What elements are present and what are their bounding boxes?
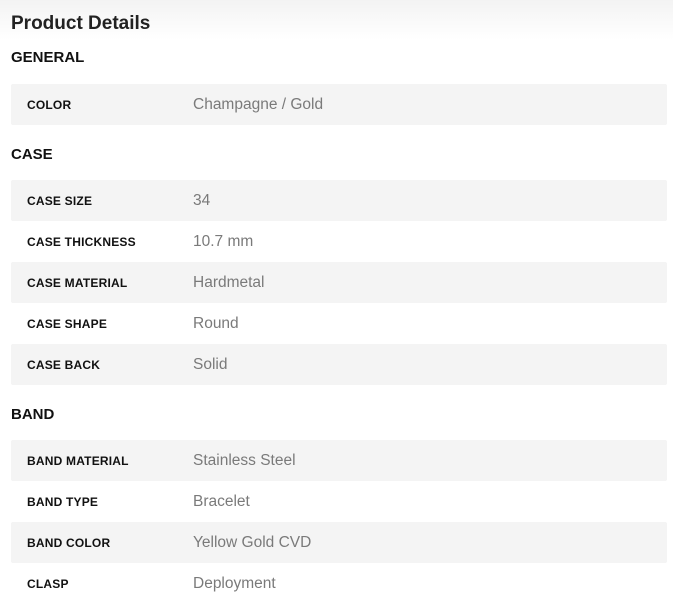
- section-general: GENERAL COLOR Champagne / Gold: [11, 48, 667, 125]
- spec-label: CLASP: [27, 576, 69, 591]
- spec-label: CASE SIZE: [27, 193, 93, 208]
- spec-value: Stainless Steel: [193, 451, 296, 469]
- spec-value: 34: [193, 191, 211, 209]
- spec-label: COLOR: [27, 97, 72, 112]
- spec-row: CASE SIZE 34: [11, 180, 667, 221]
- section-case: CASE CASE SIZE 34 CASE THICKNESS 10.7 mm CASE…: [11, 145, 667, 385]
- spec-label: BAND COLOR: [27, 535, 111, 550]
- spec-row: CASE THICKNESS 10.7 mm: [11, 221, 667, 262]
- spec-value: Yellow Gold CVD: [193, 533, 312, 551]
- spec-row: CLASP Deployment: [11, 563, 667, 604]
- section-band: BAND BAND MATERIAL Stainless Steel BAND TYP…: [11, 405, 667, 604]
- spec-label: CASE SHAPE: [27, 316, 108, 331]
- spec-value: Round: [193, 314, 239, 332]
- spec-label: BAND MATERIAL: [27, 453, 129, 468]
- spec-row: BAND TYPE Bracelet: [11, 481, 667, 522]
- spec-value: Champagne / Gold: [193, 95, 324, 113]
- spec-sections: GENERAL COLOR Champagne / Gold CASE CASE SIZ…: [11, 48, 667, 604]
- spec-value: Solid: [193, 355, 228, 373]
- section-heading: BAND: [11, 406, 55, 423]
- spec-value: Hardmetal: [193, 273, 265, 291]
- spec-row: COLOR Champagne / Gold: [11, 84, 667, 125]
- header-background: [0, 0, 673, 40]
- spec-label: CASE THICKNESS: [27, 234, 136, 249]
- section-heading: CASE: [11, 146, 53, 163]
- spec-row: BAND MATERIAL Stainless Steel: [11, 440, 667, 481]
- spec-row: CASE MATERIAL Hardmetal: [11, 262, 667, 303]
- page-title: Product Details: [11, 13, 151, 34]
- spec-label: CASE BACK: [27, 357, 101, 372]
- spec-row: CASE BACK Solid: [11, 344, 667, 385]
- spec-value: Deployment: [193, 574, 276, 592]
- spec-label: CASE MATERIAL: [27, 275, 128, 290]
- spec-value: 10.7 mm: [193, 232, 254, 250]
- spec-value: Bracelet: [193, 492, 250, 510]
- spec-row: CASE SHAPE Round: [11, 303, 667, 344]
- spec-label: BAND TYPE: [27, 494, 99, 509]
- spec-row: BAND COLOR Yellow Gold CVD: [11, 522, 667, 563]
- section-heading: GENERAL: [11, 49, 85, 66]
